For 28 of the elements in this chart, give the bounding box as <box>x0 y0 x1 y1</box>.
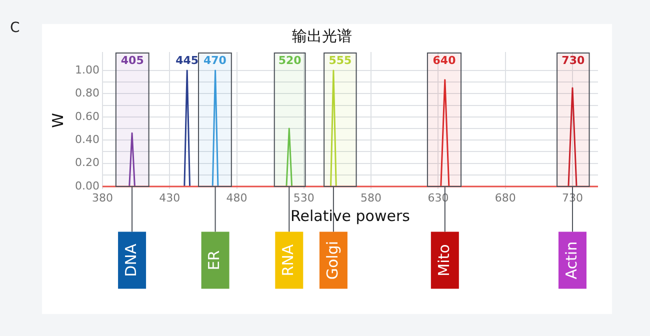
chart-title: 输出光谱 <box>292 26 352 45</box>
band-label: 520 <box>278 54 302 67</box>
annotation: ER <box>205 250 224 270</box>
band-label: 405 <box>120 54 144 67</box>
band-label: 640 <box>432 54 456 67</box>
annotation: 445 <box>176 54 199 67</box>
annotation: DNA <box>122 243 140 277</box>
y-tick-label: 0.40 <box>74 132 100 146</box>
annotation: Actin <box>562 241 580 280</box>
band-label: 555 <box>328 54 352 67</box>
x-tick-label: 380 <box>92 191 113 204</box>
annotation: Mito <box>434 244 453 276</box>
band-label: 730 <box>562 54 585 67</box>
y-tick-label: 0.60 <box>74 110 100 123</box>
x-tick-label: 680 <box>494 191 516 204</box>
x-tick-label: 530 <box>293 191 314 204</box>
y-tick-label: 0.00 <box>74 179 100 192</box>
y-axis-title: W <box>48 112 67 128</box>
x-tick-label: 430 <box>159 191 180 204</box>
x-tick-label: 480 <box>226 191 248 204</box>
y-tick-label: 1.00 <box>74 63 100 76</box>
annotation: Golgi <box>323 240 342 280</box>
text: C <box>10 20 20 36</box>
annotation: RNA <box>279 244 298 276</box>
y-tick-label: 0.20 <box>74 156 100 170</box>
x-tick-label: 580 <box>360 191 382 204</box>
y-tick-label: 0.80 <box>74 86 100 100</box>
band-label: 470 <box>203 54 227 67</box>
